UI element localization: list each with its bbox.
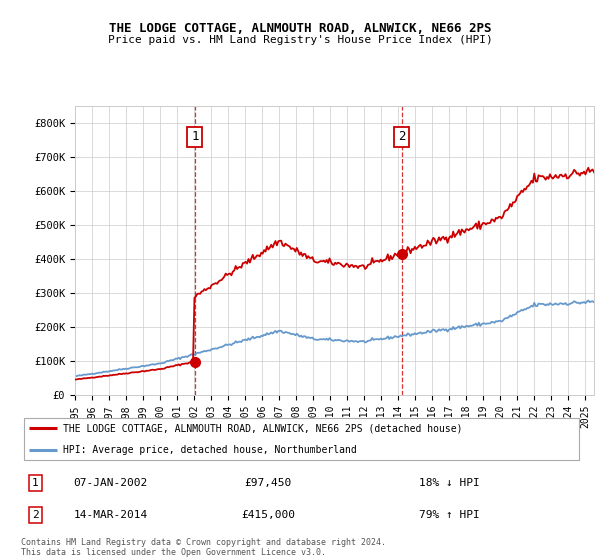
Text: 1: 1 [32,478,38,488]
Text: 1: 1 [191,130,199,143]
Text: 2: 2 [398,130,406,143]
Text: HPI: Average price, detached house, Northumberland: HPI: Average price, detached house, Nort… [63,445,357,455]
Text: 79% ↑ HPI: 79% ↑ HPI [419,510,480,520]
Text: 07-JAN-2002: 07-JAN-2002 [74,478,148,488]
Text: THE LODGE COTTAGE, ALNMOUTH ROAD, ALNWICK, NE66 2PS: THE LODGE COTTAGE, ALNMOUTH ROAD, ALNWIC… [109,22,491,35]
FancyBboxPatch shape [24,418,579,460]
Text: 18% ↓ HPI: 18% ↓ HPI [419,478,480,488]
Text: £97,450: £97,450 [244,478,292,488]
Text: Contains HM Land Registry data © Crown copyright and database right 2024.
This d: Contains HM Land Registry data © Crown c… [21,538,386,557]
Text: 14-MAR-2014: 14-MAR-2014 [74,510,148,520]
Text: THE LODGE COTTAGE, ALNMOUTH ROAD, ALNWICK, NE66 2PS (detached house): THE LODGE COTTAGE, ALNMOUTH ROAD, ALNWIC… [63,423,463,433]
Text: £415,000: £415,000 [241,510,295,520]
Text: Price paid vs. HM Land Registry's House Price Index (HPI): Price paid vs. HM Land Registry's House … [107,35,493,45]
Text: 2: 2 [32,510,38,520]
